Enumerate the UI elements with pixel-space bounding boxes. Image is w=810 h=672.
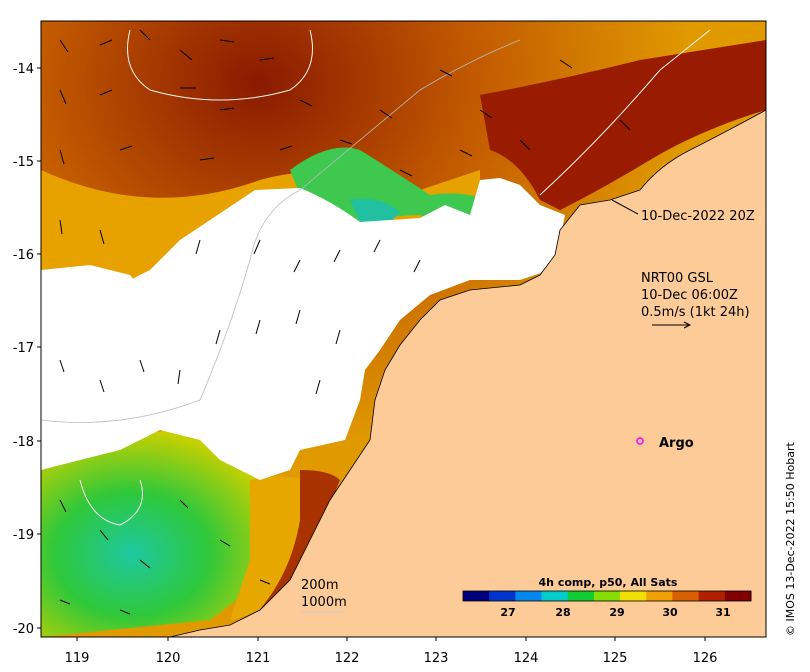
sst-coastal-warm [480, 40, 766, 210]
cloud-mask-west [41, 265, 150, 340]
sst-field-southwest [41, 430, 300, 637]
colorbar-tick-label: 30 [662, 606, 678, 619]
colorbar-tick-label: 27 [500, 606, 515, 619]
colorbar-swatch [724, 591, 752, 601]
colorbar-swatch [593, 591, 621, 601]
colorbar-swatch [672, 591, 700, 601]
y-tick-label: -17 [13, 341, 34, 356]
y-tick-label: -19 [13, 528, 34, 543]
land-mainland [169, 109, 766, 637]
x-tick-label: 126 [693, 651, 718, 666]
current-scale-text: 0.5m/s (1kt 24h) [641, 305, 750, 320]
colorbar-swatch [567, 591, 595, 601]
y-tick-label: -16 [13, 248, 34, 263]
y-tick-label: -15 [13, 155, 34, 170]
colorbar-swatch [515, 591, 543, 601]
imos-credit: © IMOS 13-Dec-2022 15:50 Hobart [784, 442, 797, 636]
colorbar-swatch [646, 591, 673, 601]
x-tick-label: 122 [335, 651, 360, 666]
y-axis-labels: -14 -15 -16 -17 -18 -19 -20 [13, 62, 34, 637]
map-field [41, 21, 766, 637]
y-tick-label: -14 [13, 62, 34, 77]
isobath-contour [41, 39, 521, 423]
x-tick-label: 125 [603, 651, 628, 666]
x-axis-ticks [76, 637, 706, 641]
scale-arrow [652, 321, 692, 329]
isobath-200m-label: 200m [301, 578, 338, 593]
x-axis-labels: 119 120 121 122 123 124 125 126 [65, 651, 718, 666]
colorbar-swatch [489, 591, 516, 601]
timestamp-label: 10-Dec-2022 20Z [641, 209, 755, 224]
colorbar-swatch [463, 591, 490, 601]
x-tick-label: 121 [246, 651, 271, 666]
x-tick-label: 123 [424, 651, 449, 666]
current-model-time: 10-Dec 06:00Z [641, 288, 738, 303]
colorbar-swatch [541, 591, 569, 601]
colorbar-tick-label: 31 [715, 606, 730, 619]
colorbar-swatch [620, 591, 647, 601]
isobath-contour [79, 479, 143, 526]
colorbar: 4h comp, p50, All Sats 27 28 29 30 31 [462, 576, 752, 619]
current-model-name: NRT00 GSL [641, 271, 714, 286]
colorbar-tick-label: 28 [555, 606, 570, 619]
colorbar-tick-label: 29 [609, 606, 624, 619]
isobath-1000m-label: 1000m [301, 595, 347, 610]
colorbar-frame [462, 590, 752, 602]
argo-float-marker [636, 437, 644, 445]
isobath-contour [127, 29, 313, 101]
argo-label: Argo [659, 436, 694, 451]
sst-field-south-red [250, 470, 340, 630]
timestamp-pointer [611, 199, 639, 215]
map-frame [40, 20, 767, 638]
y-tick-label: -20 [13, 622, 34, 637]
isobath-contour [539, 29, 711, 196]
colorbar-swatches [463, 591, 752, 601]
cloud-mask [41, 178, 565, 480]
colorbar-title: 4h comp, p50, All Sats [539, 576, 678, 589]
current-vectors [59, 29, 631, 615]
y-tick-label: -18 [13, 435, 34, 450]
x-tick-label: 120 [156, 651, 181, 666]
x-tick-label: 124 [514, 651, 539, 666]
colorbar-swatch [698, 591, 726, 601]
x-tick-label: 119 [65, 651, 90, 666]
y-axis-ticks [37, 67, 41, 629]
